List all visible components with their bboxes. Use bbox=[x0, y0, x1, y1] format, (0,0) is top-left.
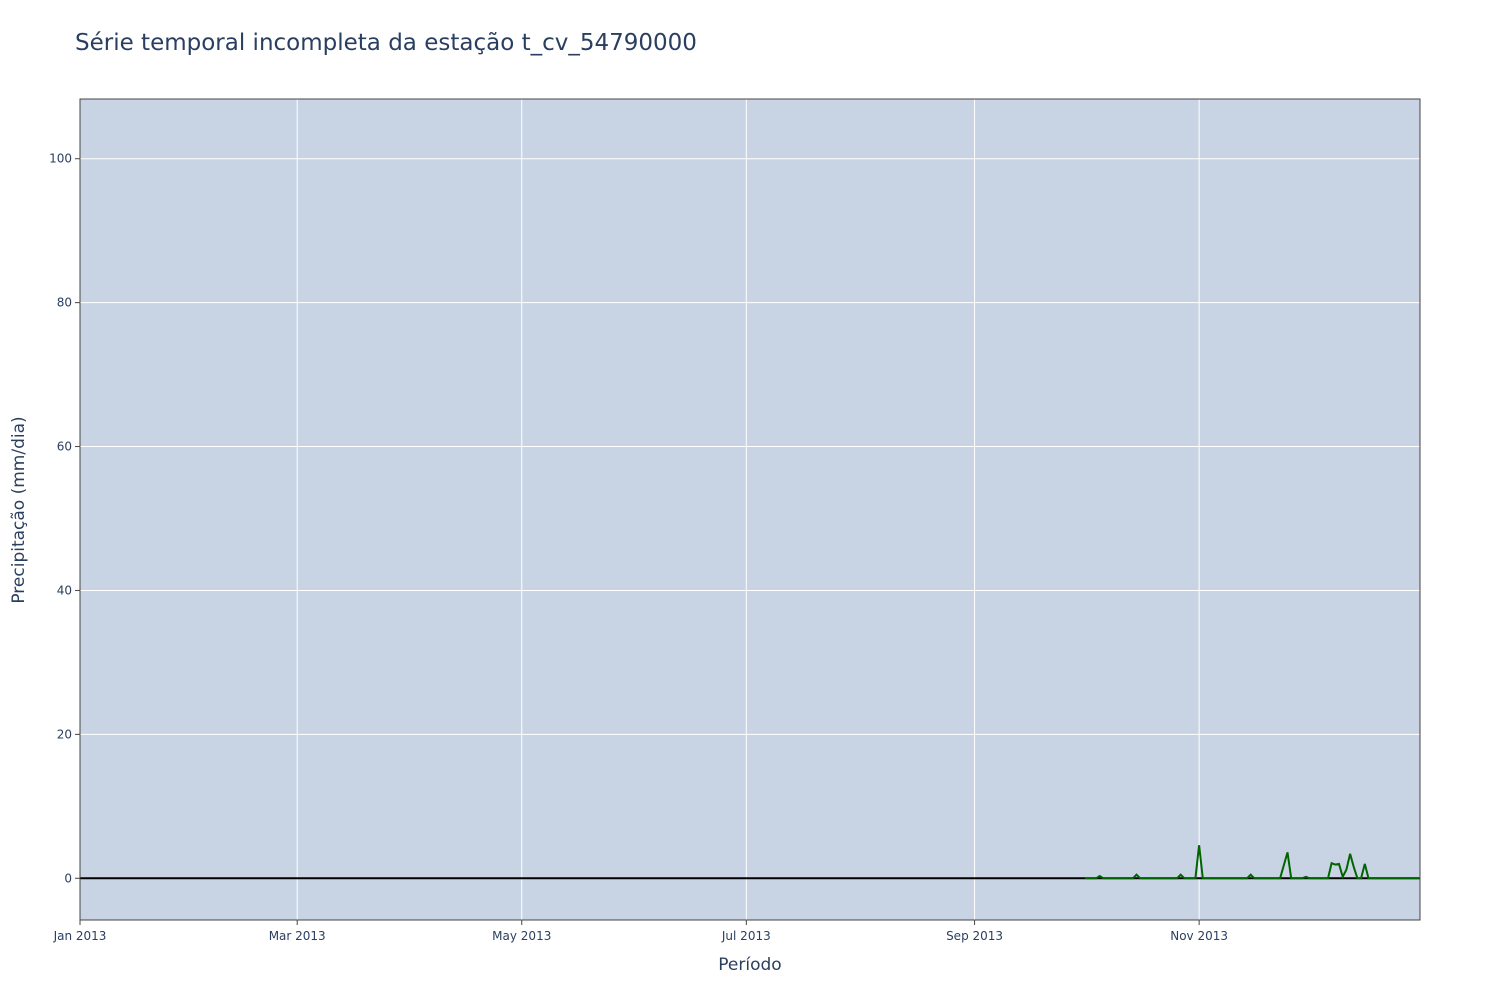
y-tick-label: 0 bbox=[64, 871, 72, 885]
x-tick-label: May 2013 bbox=[492, 929, 551, 943]
plot-area bbox=[80, 99, 1420, 920]
y-tick-label: 100 bbox=[49, 152, 72, 166]
y-tick-label: 60 bbox=[57, 440, 72, 454]
y-tick-label: 80 bbox=[57, 296, 72, 310]
chart-title: Série temporal incompleta da estação t_c… bbox=[75, 30, 697, 56]
x-tick-label: Nov 2013 bbox=[1170, 929, 1228, 943]
x-axis-ticks: Jan 2013 Mar 2013 May 2013 Jul 2013 Sep 2013… bbox=[53, 920, 1228, 943]
x-axis-title: Período bbox=[718, 955, 781, 975]
y-tick-label: 20 bbox=[57, 727, 72, 741]
gridlines bbox=[80, 99, 1420, 920]
y-axis-ticks: 0 20 40 60 80 100 bbox=[49, 152, 80, 885]
y-axis-title: Precipitação (mm/dia) bbox=[9, 416, 29, 603]
x-tick-label: Jul 2013 bbox=[721, 929, 771, 943]
precipitation-series-line bbox=[1085, 845, 1420, 880]
x-tick-label: Jan 2013 bbox=[53, 929, 107, 943]
x-tick-label: Mar 2013 bbox=[269, 929, 326, 943]
x-tick-label: Sep 2013 bbox=[946, 929, 1003, 943]
plot-frame bbox=[79, 98, 1421, 921]
y-tick-label: 40 bbox=[57, 583, 72, 597]
